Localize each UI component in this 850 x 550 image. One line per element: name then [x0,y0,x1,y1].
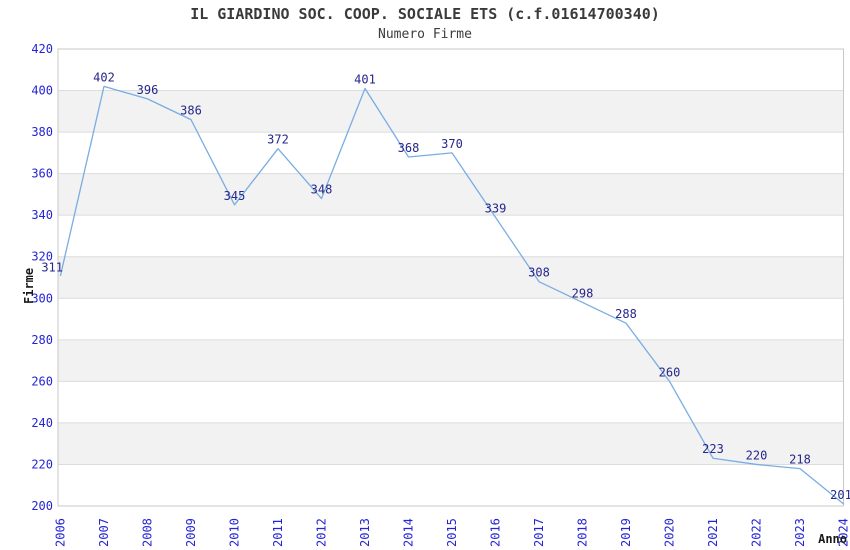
data-point-label: 339 [485,201,507,215]
x-tick-label: 2024 [837,518,850,547]
data-point-label: 308 [528,266,550,280]
y-tick-label: 200 [31,499,53,513]
y-tick-label: 260 [31,374,53,388]
x-tick-label: 2006 [54,518,68,547]
x-tick-label: 2007 [97,518,111,547]
data-point-label: 311 [41,260,63,274]
y-tick-label: 300 [31,291,53,305]
plot-band [58,256,844,299]
data-point-label: 345 [224,189,246,203]
x-tick-label: 2010 [228,518,242,547]
x-tick-label: 2008 [141,518,155,547]
data-point-label: 372 [267,133,289,147]
plot-band [58,173,844,216]
x-tick-label: 2019 [619,518,633,547]
y-tick-label: 320 [31,250,53,264]
series-line [59,85,845,505]
x-tick-label: 2012 [315,518,329,547]
x-tick-label: 2023 [793,518,807,547]
x-tick-label: 2022 [750,518,764,547]
x-tick-label: 2021 [706,518,720,547]
plot-band [58,422,844,465]
x-tick-label: 2009 [184,518,198,547]
x-tick-label: 2016 [489,518,503,547]
y-tick-label: 400 [31,84,53,98]
data-point-label: 288 [615,307,637,321]
y-tick-label: 380 [31,125,53,139]
data-point-label: 220 [746,448,768,462]
data-point-label: 201 [830,488,850,502]
y-tick-label: 360 [31,167,53,181]
data-point-label: 223 [702,442,724,456]
x-tick-label: 2018 [576,518,590,547]
x-tick-label: 2020 [663,518,677,547]
y-tick-label: 340 [31,208,53,222]
plot-border [57,48,844,507]
data-point-label: 298 [572,286,594,300]
data-point-label: 402 [93,70,115,84]
data-point-label: 260 [659,365,681,379]
chart-subtitle: Numero Firme [378,27,472,42]
y-tick-label: 220 [31,457,53,471]
data-point-label: 348 [311,183,333,197]
data-point-label: 401 [354,72,376,86]
data-point-label: 386 [180,104,202,118]
data-point-label: 370 [441,137,463,151]
plot-band [58,339,844,382]
x-tick-label: 2017 [532,518,546,547]
data-point-label: 218 [789,453,811,467]
y-tick-label: 280 [31,333,53,347]
x-tick-label: 2013 [358,518,372,547]
y-axis-title: Firme [22,268,36,304]
y-tick-label: 420 [31,42,53,56]
x-axis-title: Anno [818,532,847,546]
x-tick-label: 2014 [402,518,416,547]
data-point-label: 368 [398,141,420,155]
plot-band [58,90,844,133]
y-tick-label: 240 [31,416,53,430]
data-point-label: 396 [137,83,159,97]
chart-title: IL GIARDINO SOC. COOP. SOCIALE ETS (c.f.… [190,5,660,23]
x-tick-label: 2011 [271,518,285,547]
x-tick-label: 2015 [445,518,459,547]
